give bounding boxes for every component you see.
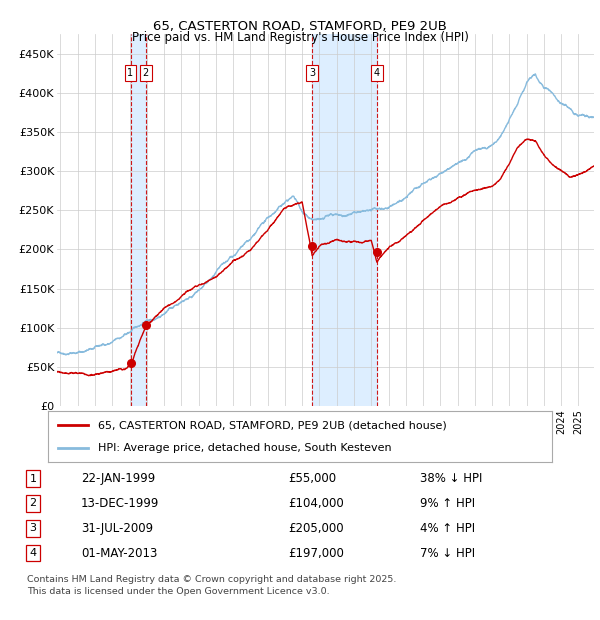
Bar [131, 34, 146, 406]
Text: 4% ↑ HPI: 4% ↑ HPI [420, 522, 475, 534]
Text: 31-JUL-2009: 31-JUL-2009 [81, 522, 153, 534]
Text: 9% ↑ HPI: 9% ↑ HPI [420, 497, 475, 510]
Text: £205,000: £205,000 [288, 522, 344, 534]
Text: £197,000: £197,000 [288, 547, 344, 559]
Text: 65, CASTERTON ROAD, STAMFORD, PE9 2UB: 65, CASTERTON ROAD, STAMFORD, PE9 2UB [153, 20, 447, 33]
Text: 4: 4 [374, 68, 380, 78]
Text: 3: 3 [309, 68, 315, 78]
Text: Price paid vs. HM Land Registry's House Price Index (HPI): Price paid vs. HM Land Registry's House … [131, 31, 469, 44]
Text: 13-DEC-1999: 13-DEC-1999 [81, 497, 160, 510]
Text: 2: 2 [29, 498, 37, 508]
Text: 1: 1 [127, 68, 134, 78]
Text: This data is licensed under the Open Government Licence v3.0.: This data is licensed under the Open Gov… [27, 587, 329, 596]
Text: HPI: Average price, detached house, South Kesteven: HPI: Average price, detached house, Sout… [98, 443, 392, 453]
Text: 38% ↓ HPI: 38% ↓ HPI [420, 472, 482, 485]
Text: 7% ↓ HPI: 7% ↓ HPI [420, 547, 475, 559]
Text: £104,000: £104,000 [288, 497, 344, 510]
Text: 4: 4 [29, 548, 37, 558]
Text: 3: 3 [29, 523, 37, 533]
Text: Contains HM Land Registry data © Crown copyright and database right 2025.: Contains HM Land Registry data © Crown c… [27, 575, 397, 584]
Text: 65, CASTERTON ROAD, STAMFORD, PE9 2UB (detached house): 65, CASTERTON ROAD, STAMFORD, PE9 2UB (d… [98, 420, 447, 430]
Text: 01-MAY-2013: 01-MAY-2013 [81, 547, 157, 559]
Text: 22-JAN-1999: 22-JAN-1999 [81, 472, 155, 485]
Text: 2: 2 [143, 68, 149, 78]
Bar [312, 34, 377, 406]
Text: 1: 1 [29, 474, 37, 484]
Text: £55,000: £55,000 [288, 472, 336, 485]
